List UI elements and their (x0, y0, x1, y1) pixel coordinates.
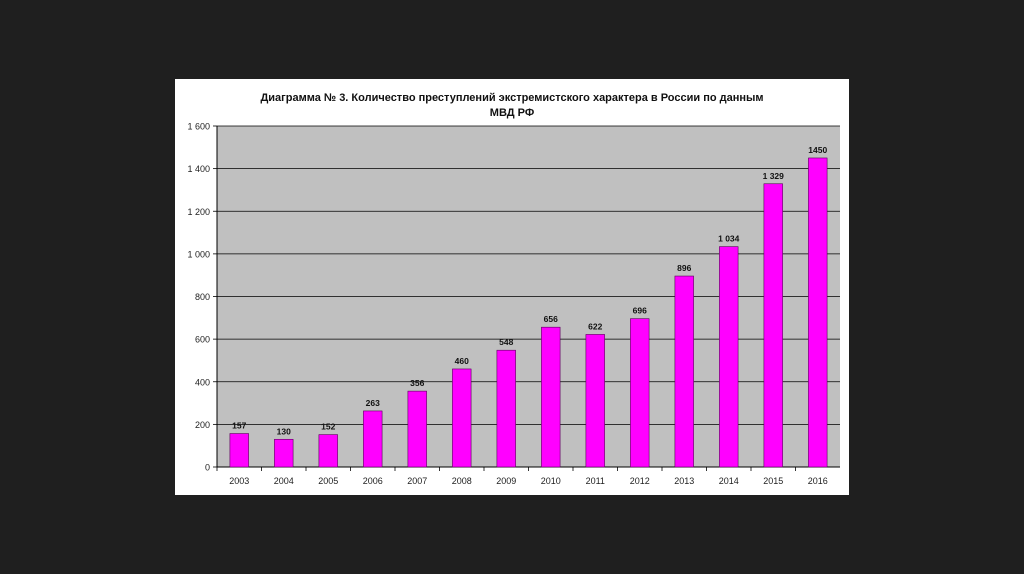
bar (719, 246, 739, 468)
data-label: 263 (366, 398, 380, 408)
data-label: 1450 (808, 145, 827, 155)
y-tick-label: 0 (205, 463, 210, 473)
x-tick-label: 2012 (630, 476, 650, 486)
chart-title-line2: МВД РФ (489, 107, 535, 119)
bar (808, 157, 828, 468)
x-tick-label: 2011 (586, 476, 605, 486)
data-label: 1 034 (718, 234, 740, 244)
bar (274, 438, 294, 468)
y-tick-label: 1 400 (187, 164, 210, 174)
y-tick-label: 1 200 (187, 207, 210, 217)
data-label: 356 (410, 378, 424, 388)
x-tick-label: 2003 (229, 476, 249, 486)
data-label: 696 (633, 306, 647, 316)
x-tick-label: 2016 (808, 476, 828, 486)
chart-slide: Диаграмма № 3. Количество преступлений э… (175, 79, 849, 495)
y-tick-label: 200 (195, 420, 210, 430)
bar (363, 410, 383, 468)
data-label: 1 329 (763, 171, 785, 181)
data-label: 548 (499, 337, 513, 347)
y-tick-label: 1 600 (187, 122, 210, 132)
data-label: 622 (588, 321, 602, 331)
bar (496, 349, 516, 468)
x-tick-label: 2009 (496, 476, 516, 486)
bar (452, 368, 472, 468)
x-tick-label: 2004 (274, 476, 294, 486)
bar (630, 318, 650, 468)
y-tick-label: 600 (195, 335, 210, 345)
x-tick-label: 2014 (719, 476, 739, 486)
bar (541, 326, 561, 468)
x-tick-label: 2006 (363, 476, 383, 486)
data-label: 656 (544, 314, 558, 324)
data-label: 130 (277, 426, 291, 436)
x-tick-label: 2015 (763, 476, 783, 486)
bar (229, 433, 249, 468)
x-tick-label: 2010 (541, 476, 561, 486)
y-tick-label: 1 000 (187, 249, 210, 259)
x-tick-label: 2013 (674, 476, 694, 486)
bar-chart: 0 200 400 600 800 1 000 1 200 1 400 1 600 157 2003… (187, 122, 840, 486)
bar (407, 390, 427, 468)
data-label: 896 (677, 263, 691, 273)
bar (318, 434, 338, 468)
data-label: 152 (321, 422, 335, 432)
chart-title-line1: Диаграмма № 3. Количество преступлений э… (260, 92, 764, 104)
y-tick-label: 800 (195, 292, 210, 302)
bar (674, 275, 694, 468)
y-tick-label: 400 (195, 377, 210, 387)
data-label: 460 (455, 356, 469, 366)
chart-title: Диаграмма № 3. Количество преступлений э… (215, 91, 809, 121)
bar (585, 334, 605, 468)
bar (763, 183, 783, 468)
x-tick-label: 2005 (318, 476, 338, 486)
x-tick-label: 2007 (407, 476, 427, 486)
x-tick-label: 2008 (452, 476, 472, 486)
data-label: 157 (232, 421, 246, 431)
